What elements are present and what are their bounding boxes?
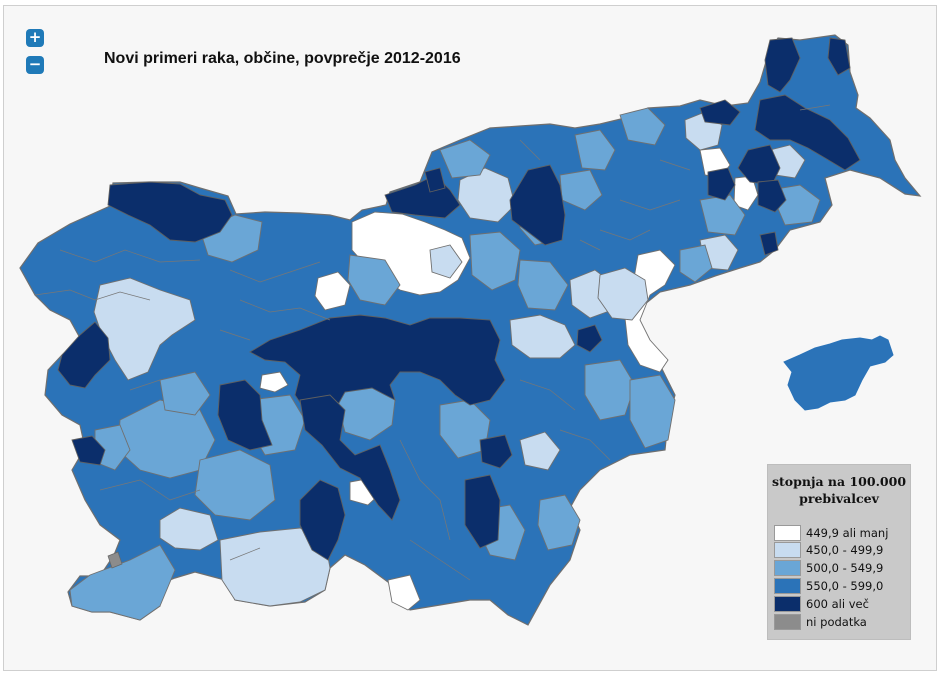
legend-swatch	[774, 525, 801, 541]
region-mid-posavje	[584, 359, 636, 421]
legend-title-line2: prebivalcev	[799, 491, 879, 506]
zoom-out-button[interactable]: −	[26, 56, 44, 74]
region-mid-zasavje	[469, 231, 521, 291]
region-dark-goricko-north	[764, 37, 801, 93]
region-light-south-small	[519, 431, 561, 471]
legend-label: 500,0 - 549,9	[806, 561, 884, 575]
region-dark-bovec	[57, 321, 111, 389]
region-dark-kamnik-north	[509, 164, 566, 246]
region-dark-goricko-east	[827, 37, 851, 76]
region-dark-north-west	[107, 181, 233, 243]
region-white-kocevje	[387, 574, 421, 611]
region-dark-ptuj-small	[707, 167, 736, 201]
region-mid-kamnik	[347, 254, 401, 306]
region-no-data	[107, 551, 123, 569]
region-dark-ljubljana-ring	[249, 314, 506, 421]
inset-slovenia	[783, 335, 894, 411]
region-dark-east-small	[576, 324, 603, 353]
region-mid-savinja	[517, 259, 569, 311]
region-dark-murska	[754, 94, 861, 171]
region-light-east-belt	[597, 267, 649, 321]
legend-swatch	[774, 596, 801, 612]
legend-label: 550,0 - 599,0	[806, 579, 884, 593]
map-title: Novi primeri raka, občine, povprečje 201…	[104, 50, 461, 67]
region-dark-koroska-small	[424, 167, 446, 193]
region-mid-vipava	[194, 449, 276, 521]
municipality-borders	[34, 104, 831, 581]
legend-swatch	[774, 542, 801, 558]
region-mid-east-haloze	[679, 244, 713, 283]
region-dark-ormoz-small	[759, 231, 779, 256]
region-dark-south-novo	[464, 474, 501, 549]
region-mid-north-a	[574, 129, 616, 171]
region-mid-north-b	[619, 107, 666, 146]
region-light-southwest	[219, 527, 331, 607]
region-light-north-central	[457, 167, 516, 223]
region-mid-brezice	[629, 374, 676, 449]
region-mid-novo-mesto	[537, 494, 581, 551]
legend-label: 600 ali več	[806, 597, 869, 611]
region-dark-sv-jurij	[757, 179, 787, 213]
region-light-koper	[159, 507, 219, 551]
legend-label: 450,0 - 499,9	[806, 543, 884, 557]
region-dark-kocevje	[299, 479, 346, 561]
zoom-in-button[interactable]: +	[26, 29, 44, 47]
region-mid-north-c	[439, 139, 491, 179]
region-mid-idrija	[159, 371, 211, 416]
legend-label: 449,9 ali manj	[806, 526, 889, 540]
region-light-central-small	[429, 244, 463, 279]
legend-swatch	[774, 578, 801, 594]
legend-label: ni podatka	[806, 615, 867, 629]
region-dark-nova-gorica	[71, 435, 106, 466]
legend-title: stopnja na 100.000 prebivalcev	[768, 473, 910, 507]
legend: stopnja na 100.000 prebivalcev 449,9 ali…	[767, 464, 911, 640]
legend-swatch	[774, 614, 801, 630]
region-dark-logatec	[217, 379, 273, 451]
region-mid-south-coast	[69, 544, 176, 621]
region-dark-south-ljubljana	[299, 394, 401, 521]
region-light-central-east	[509, 314, 576, 359]
region-white-small-west	[314, 271, 351, 311]
region-dark-north-east-mb	[699, 99, 741, 126]
region-white-ljubljana-small	[259, 371, 289, 393]
region-dark-south-small	[479, 434, 513, 469]
legend-swatch	[774, 560, 801, 576]
legend-title-line1: stopnja na 100.000	[771, 474, 907, 489]
